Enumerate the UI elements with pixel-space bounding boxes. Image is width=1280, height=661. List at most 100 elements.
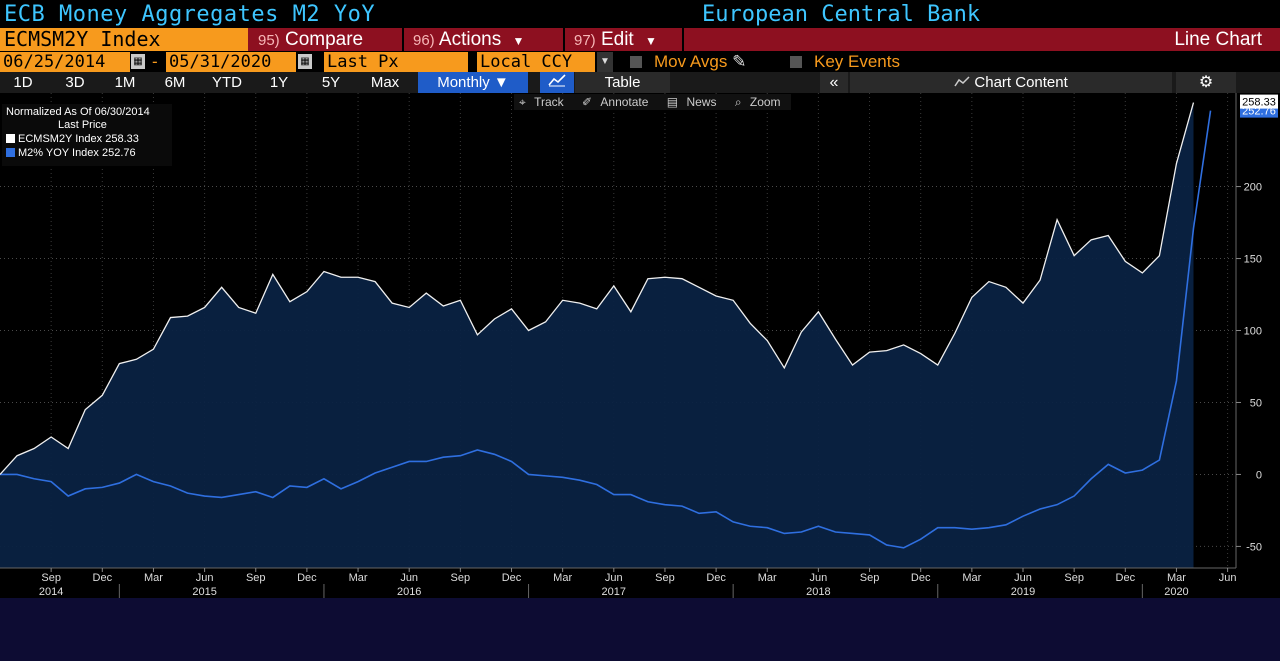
legend-item-ecmsm2y[interactable]: ECMSM2Y Index 258.33	[6, 133, 139, 145]
line-chart-icon[interactable]	[540, 72, 574, 93]
x-tick-label: Dec	[706, 572, 726, 584]
period-ytd[interactable]: YTD	[212, 74, 242, 91]
actions-shortcut: 96)	[413, 32, 435, 49]
end-date-input[interactable]: 05/31/2020	[166, 52, 296, 72]
ticker-field[interactable]: ECMSM2Y Index	[0, 28, 248, 51]
pencil-icon[interactable]: ✎	[732, 52, 747, 71]
title-bar: ECB Money Aggregates M2 YoY European Cen…	[0, 0, 1280, 28]
key-events-label[interactable]: Key Events	[814, 52, 900, 71]
x-year-label: 2020	[1164, 586, 1188, 598]
x-tick-label: Sep	[655, 572, 675, 584]
table-view-button[interactable]: Table	[575, 72, 670, 93]
chevron-down-icon[interactable]: ▼	[597, 52, 613, 72]
chart-tools: ⌖ Track ✐ Annotate ▤ News ⌕ Zoom	[514, 94, 791, 110]
mov-avgs-text: Mov Avgs	[654, 52, 728, 71]
period-6m[interactable]: 6M	[164, 74, 186, 91]
x-tick-label: Jun	[1219, 572, 1237, 584]
x-tick-label: Sep	[451, 572, 471, 584]
period-bar: 1D 3D 1M 6M YTD 1Y 5Y Max Monthly ▼ Table « Cha…	[0, 72, 1280, 93]
period-1m[interactable]: 1M	[114, 74, 136, 91]
news-label: News	[686, 95, 717, 109]
edit-shortcut: 97)	[574, 32, 596, 49]
last-value-label: 252.76	[1242, 106, 1276, 118]
x-year-label: 2015	[192, 586, 216, 598]
calendar-icon[interactable]: ▦	[298, 54, 312, 69]
x-tick-label: Dec	[93, 572, 113, 584]
chart-content-button[interactable]: Chart Content	[850, 72, 1172, 93]
currency-select[interactable]: Local CCY	[477, 52, 595, 72]
chevron-down-icon: ▼	[645, 34, 657, 48]
x-tick-label: Mar	[962, 572, 981, 584]
edit-button[interactable]: 97) Edit ▼	[566, 28, 684, 51]
series-line-ecmsm2y	[0, 102, 1195, 475]
x-year-label: 2017	[602, 586, 626, 598]
legend-swatch	[6, 134, 15, 143]
x-tick-label: Mar	[1167, 572, 1186, 584]
legend-normalized: Normalized As Of 06/30/2014	[6, 106, 150, 118]
legend-item-m2[interactable]: M2% YOY Index 252.76	[6, 147, 136, 159]
period-1d[interactable]: 1D	[13, 74, 33, 91]
actions-label: Actions	[438, 29, 502, 50]
x-year-label: 2018	[806, 586, 830, 598]
bottom-panel	[0, 598, 1280, 661]
period-5y[interactable]: 5Y	[321, 74, 341, 91]
chart-type-label[interactable]: Line Chart	[1174, 29, 1262, 50]
compare-button[interactable]: 95) Compare	[250, 28, 404, 51]
controls-row: 06/25/2014 ▦ - 05/31/2020 ▦ Last Px Loca…	[0, 52, 1280, 72]
track-label: Track	[534, 95, 564, 109]
chart-content-label: Chart Content	[974, 74, 1068, 91]
frequency-select[interactable]: Monthly ▼	[418, 72, 528, 93]
news-tool[interactable]: ▤ News	[662, 94, 727, 110]
chevron-down-icon: ▼	[512, 34, 525, 48]
date-separator: -	[152, 52, 158, 71]
last-value-label: 258.33	[1242, 97, 1276, 109]
last-value-tag-ecmsm2y: 258.33	[1240, 94, 1278, 109]
y-tick-label: 200	[1244, 182, 1262, 194]
mov-avgs-label[interactable]: Mov Avgs ✎	[654, 52, 746, 72]
compare-shortcut: 95)	[258, 32, 280, 49]
last-value-bg	[1240, 94, 1278, 109]
x-tick-label: Sep	[1064, 572, 1084, 584]
y-tick-label: 150	[1244, 254, 1262, 266]
collapse-icon[interactable]: «	[820, 72, 848, 93]
period-max[interactable]: Max	[370, 74, 400, 91]
gear-icon[interactable]: ⚙	[1176, 72, 1236, 93]
legend-last-price: Last Price	[58, 119, 107, 131]
series-line-m2	[0, 110, 1212, 549]
zoom-label: Zoom	[749, 95, 781, 109]
mov-avgs-checkbox[interactable]	[630, 56, 642, 68]
calendar-icon[interactable]: ▦	[131, 54, 145, 69]
x-year-label: 2014	[39, 586, 63, 598]
x-year-label: 2019	[1011, 586, 1035, 598]
key-events-checkbox[interactable]	[790, 56, 802, 68]
annotate-label: Annotate	[600, 95, 649, 109]
x-tick-label: Mar	[758, 572, 777, 584]
legend: Normalized As Of 06/30/2014 Last Price E…	[2, 104, 172, 166]
compare-label: Compare	[284, 29, 364, 50]
y-axis-area	[1236, 93, 1280, 568]
price-field-select[interactable]: Last Px	[324, 52, 468, 72]
period-3d[interactable]: 3D	[65, 74, 85, 91]
period-1y[interactable]: 1Y	[269, 74, 289, 91]
annotate-tool[interactable]: ✐ Annotate	[577, 94, 658, 110]
legend-label: ECMSM2Y Index 258.33	[18, 133, 139, 145]
chart-title: ECB Money Aggregates M2 YoY	[4, 2, 376, 27]
edit-label: Edit	[600, 29, 634, 50]
frequency-label: Monthly	[437, 74, 490, 91]
actions-button[interactable]: 96) Actions ▼	[405, 28, 565, 51]
x-tick-label: Dec	[502, 572, 522, 584]
zoom-tool[interactable]: ⌕ Zoom	[730, 94, 791, 110]
start-date-input[interactable]: 06/25/2014	[0, 52, 130, 72]
x-tick-label: Jun	[605, 572, 623, 584]
y-tick-label: -50	[1246, 541, 1262, 553]
x-tick-label: Mar	[144, 572, 163, 584]
chevron-down-icon: ▼	[493, 74, 509, 91]
x-tick-label: Sep	[41, 572, 61, 584]
legend-swatch	[6, 148, 15, 157]
track-tool[interactable]: ⌖ Track	[514, 94, 574, 110]
y-tick-label: 100	[1244, 326, 1262, 338]
y-tick-label: 50	[1250, 397, 1262, 409]
x-year-label: 2016	[397, 586, 421, 598]
x-tick-label: Dec	[1116, 572, 1136, 584]
